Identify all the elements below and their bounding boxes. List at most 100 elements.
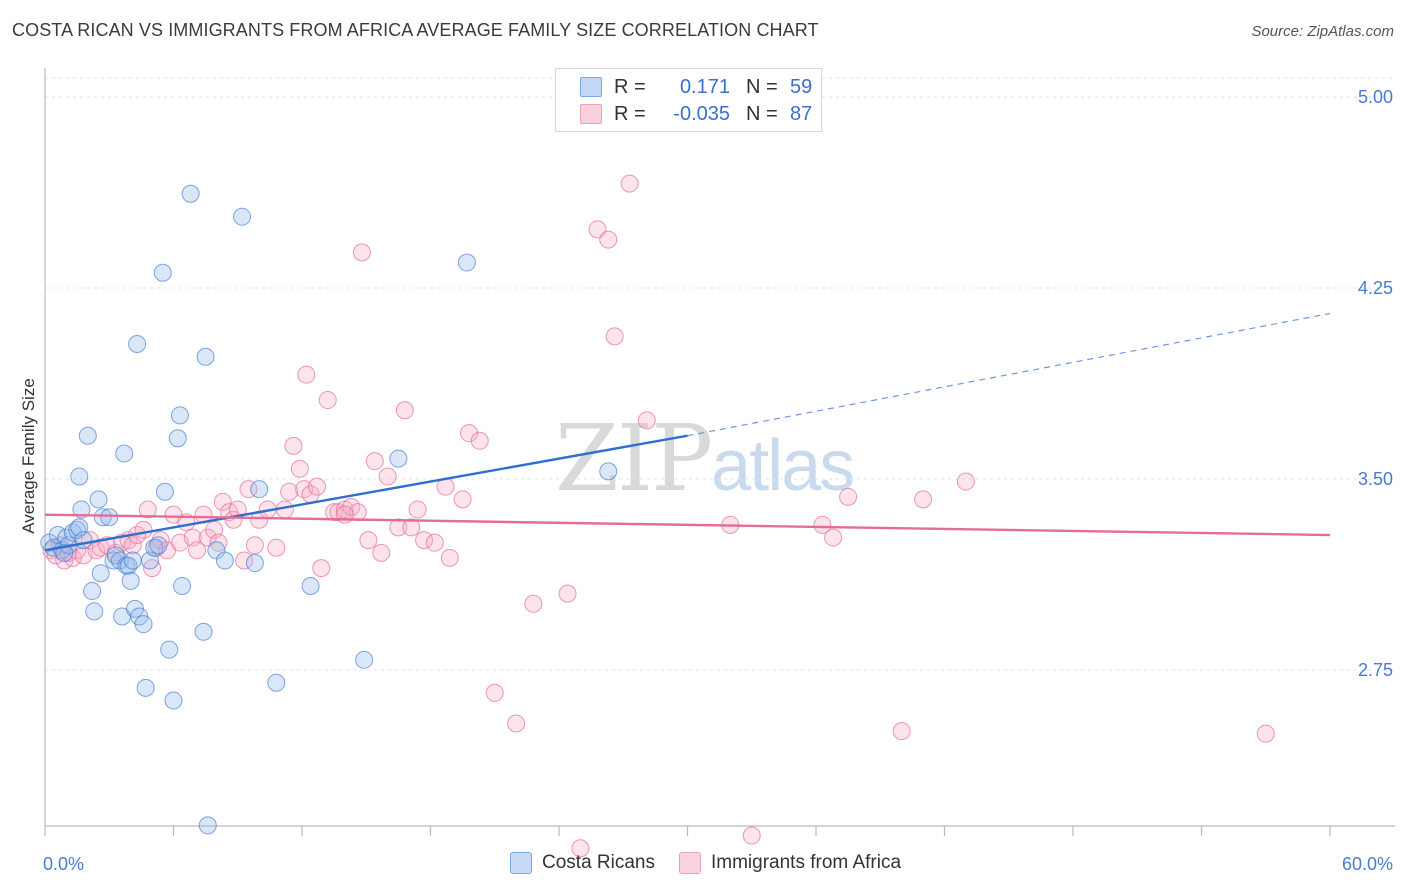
legend-swatch-costa-ricans [510,852,532,874]
africa-point [637,411,656,430]
costa-rican-point [170,406,189,425]
legend-swatch-pink [580,104,602,124]
costa-rican-point [121,571,140,590]
africa-point [143,559,162,578]
costa-rican-point [72,500,91,519]
legend-item-africa[interactable]: Immigrants from Africa [679,852,901,874]
costa-rican-point [100,508,119,527]
costa-rican-point [78,426,97,445]
legend-item-costa-ricans[interactable]: Costa Ricans [510,852,655,874]
africa-point [599,230,618,249]
africa-point [956,472,975,491]
costa-rican-point [233,207,252,226]
africa-point [365,452,384,471]
africa-point [605,327,624,346]
y-tick-label: 2.75 [1358,660,1393,680]
chart-title: COSTA RICAN VS IMMIGRANTS FROM AFRICA AV… [12,20,819,40]
costa-rican-point [91,564,110,583]
africa-point [239,480,258,499]
africa-point [620,174,639,193]
africa-point [280,482,299,501]
legend-n-value: 87 [790,102,813,125]
costa-rican-point [215,551,234,570]
legend-r-value: 0.171 [679,75,730,98]
africa-point [558,584,577,603]
africa-point [318,391,337,410]
africa-point [470,431,489,450]
africa-point [188,541,207,560]
africa-point [402,518,421,537]
costa-rican-point [198,816,217,835]
costa-rican-point [164,691,183,710]
africa-point [138,500,157,519]
costa-rican-point [83,582,102,601]
legend-label-costa-ricans: Costa Ricans [542,852,655,873]
africa-point [813,515,832,534]
watermark: ZIPatlas [555,405,855,512]
costa-rican-point [168,429,187,448]
africa-point [914,490,933,509]
axes [44,68,1395,836]
costa-rican-point [68,520,87,539]
costa-rican-point [599,462,618,481]
costa-rican-point [149,536,168,555]
africa-point [485,683,504,702]
africa-point [1256,724,1275,743]
africa-point [507,714,526,733]
africa-point [209,533,228,552]
costa-rican-point [155,482,174,501]
costa-rican-point [115,444,134,463]
y-tick-label: 4.25 [1358,278,1393,298]
tick-labels: 2.75 3.50 4.25 5.00 0.0% 60.0% [43,87,1393,874]
trend-lines [44,312,1331,552]
costa-rican-points [40,184,618,835]
series-legend: Costa Ricans Immigrants from Africa [510,852,925,874]
africa-point [395,401,414,420]
costa-rican-point [245,554,264,573]
costa-rican-point [128,335,147,354]
costa-rican-point [93,508,112,527]
costa-rican-point [457,253,476,272]
legend-r-label: R = [614,102,646,125]
africa-point [235,551,254,570]
costa-rican-point [85,602,104,621]
africa-point [213,492,232,511]
legend-row-africa: R = -0.035 N = 87 [556,101,812,127]
africa-point [408,500,427,519]
africa-point [425,533,444,552]
africa-point [372,543,391,562]
africa-point [312,559,331,578]
costa-rican-point [89,490,108,509]
legend-n-value: 59 [790,75,813,98]
y-axis-label: Average Family Size [19,378,38,534]
costa-rican-point [74,531,93,550]
x-tick-label-max: 60.0% [1342,854,1393,874]
africa-point [415,531,434,550]
legend-n-label: N = [746,102,778,125]
y-tick-label: 5.00 [1358,87,1393,107]
africa-point [267,538,286,557]
costa-rican-point [70,467,89,486]
costa-rican-point [136,678,155,697]
africa-point [325,503,344,522]
watermark-atlas: atlas [711,426,855,506]
africa-point [297,365,316,384]
costa-rican-point [153,263,172,282]
africa-point [389,518,408,537]
legend-swatch-blue [580,77,602,97]
africa-point [571,839,590,858]
legend-r-value: -0.035 [673,102,730,125]
africa-point [245,536,264,555]
costa-rican-point [267,673,286,692]
costa-rican-point [173,576,192,595]
africa-trend-line [44,513,1331,537]
africa-point [839,487,858,506]
stats-legend: R = 0.171 N = 59 R = -0.035 N = 87 [555,68,822,132]
africa-point [524,594,543,613]
x-tick-label-min: 0.0% [43,854,84,874]
costa-rican-point [181,184,200,203]
costa-rican-trend-line [44,434,688,552]
costa-rican-point [134,615,153,634]
legend-label-africa: Immigrants from Africa [711,852,902,873]
